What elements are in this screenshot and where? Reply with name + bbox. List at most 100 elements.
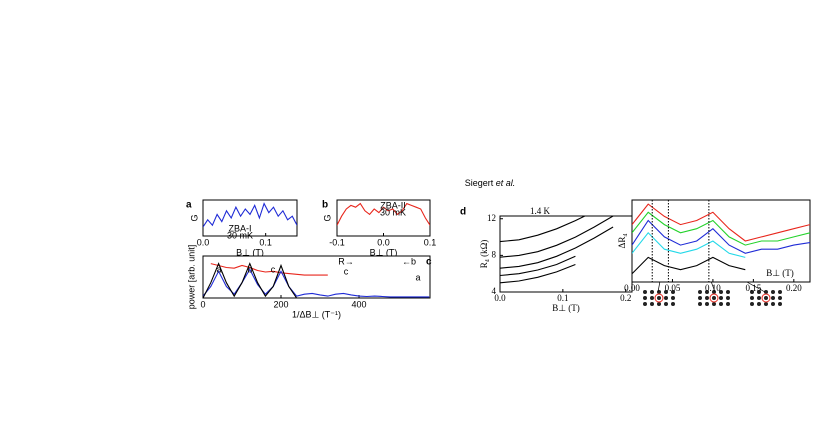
series-line [203,262,298,298]
lattice-dot [719,302,723,306]
lattice-dot [698,302,702,306]
lattice-dot [757,290,761,294]
series-line [632,211,810,246]
lattice-dot [657,302,661,306]
series-line [337,202,430,226]
lattice-dot [671,302,675,306]
lattice-dot [671,296,675,300]
lattice-dot [750,290,754,294]
panel-label: b [322,200,328,211]
lattice-dot [726,296,730,300]
plot-frame [499,215,633,293]
plot-frame [202,255,431,299]
annotation: c [344,266,349,276]
lattice-dot [712,302,716,306]
lattice-dot [705,296,709,300]
lattice-dot [757,302,761,306]
lattice-dot [764,302,768,306]
series-line [203,202,297,228]
lattice-dot [719,290,723,294]
lattice-dot [643,290,647,294]
annotation: ZBA-II [380,200,406,210]
lattice-dot [712,296,716,300]
annotation: a [415,272,420,282]
lattice-dot [750,302,754,306]
x-tick-label: 0.15 [745,283,761,293]
annotation: ←b [402,256,416,266]
lattice-dot [705,290,709,294]
lattice-dot [750,296,754,300]
lattice-dot [771,290,775,294]
x-tick-label: 0.10 [705,283,721,293]
annotation: b [247,264,252,274]
annotation: a [216,264,221,274]
lattice-dot [650,302,654,306]
series-line [632,219,810,254]
lattice-dot [719,296,723,300]
lattice-dot [643,302,647,306]
annotation: 30 mK [227,230,253,240]
lattice-dot [664,302,668,306]
x-tick-label: 400 [351,299,366,309]
y-tick-label: 4 [492,286,497,296]
series-line [500,216,587,243]
lattice-dot [726,302,730,306]
panel-label: d [460,207,466,218]
x-axis-label: 1/ΔB⊥ (T⁻¹) [292,309,341,319]
panel-label: a [186,200,192,211]
lattice-dot [643,296,647,300]
x-tick-label: 0.0 [494,293,506,303]
x-tick-label: 0.05 [665,283,681,293]
annotation: 1.4 K [530,206,551,216]
series-line [210,263,328,276]
x-axis-label: B⊥ (T) [766,268,794,278]
annotation: 30 mK [380,207,406,217]
plot-data [337,202,430,226]
y-axis-label: G [322,214,332,221]
lattice-dot [778,296,782,300]
lattice-dot [705,302,709,306]
annotation: ZBA-I [228,223,251,233]
x-tick-label: 0.1 [259,237,272,247]
annotation: c [271,264,276,274]
panel-label: c [426,257,432,268]
lattice-dot [726,290,730,294]
x-axis-label: B⊥ (T) [236,247,264,257]
annotation: R→ [338,256,354,266]
orbit-mark [654,293,664,303]
x-tick-label: 0.20 [786,283,802,293]
series-line [632,231,746,258]
x-tick-label: 0 [200,299,205,309]
series-line [500,226,614,269]
lattice-dot [778,290,782,294]
lattice-dot [764,296,768,300]
x-tick-label: 0.0 [377,237,390,247]
lattice-dot [698,290,702,294]
lattice-dot [650,296,654,300]
y-axis-label: ΔR₄ [617,234,627,249]
lattice-dot [757,296,761,300]
y-tick-label: 12 [487,213,496,223]
plot-data [203,202,297,228]
lattice-dot [671,290,675,294]
series-line [500,255,576,277]
series-line [632,203,810,242]
lattice-dot [657,290,661,294]
x-axis-label: B⊥ (T) [552,303,580,313]
lattice-dot [771,302,775,306]
x-tick-label: 0.0 [197,237,210,247]
author: Siegert [465,178,494,188]
x-tick-label: 0.1 [557,293,568,303]
x-tick-label: -0.1 [329,237,345,247]
y-tick-label: 8 [492,249,497,259]
lattice-dot [771,296,775,300]
plot-data [632,203,810,275]
orbit-mark [709,293,719,303]
orbit-mark [761,293,771,303]
x-tick-label: 0.1 [424,237,437,247]
x-axis-label: B⊥ (T) [370,247,398,257]
x-tick-label: 0.2 [620,293,631,303]
lattice-dot [778,302,782,306]
